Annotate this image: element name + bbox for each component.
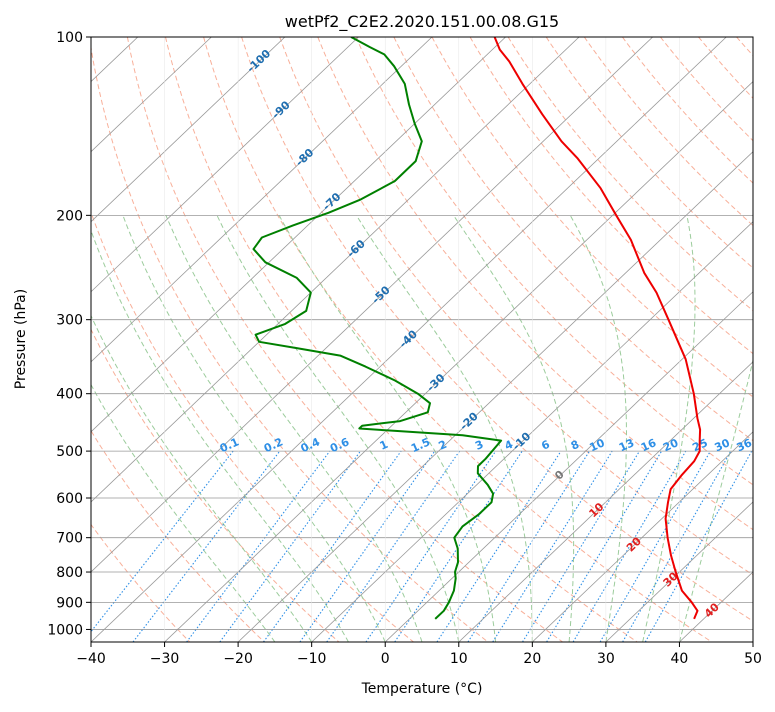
x-tick-label: −40 bbox=[76, 651, 106, 667]
mixing-ratio-label: 0.1 bbox=[218, 435, 241, 455]
background-lines bbox=[0, 37, 775, 642]
mixing-ratio-line bbox=[600, 451, 710, 642]
chart-title: wetPf2_C2E2.2020.151.00.08.G15 bbox=[285, 12, 559, 32]
mixing-ratio-label: 1.5 bbox=[409, 435, 432, 455]
isotherm-line bbox=[0, 37, 432, 642]
y-tick-label: 1000 bbox=[47, 622, 83, 638]
mixing-ratio-label: 13 bbox=[617, 436, 636, 454]
x-tick-label: 50 bbox=[744, 651, 762, 667]
y-tick-label: 800 bbox=[56, 565, 83, 581]
x-tick-label: 10 bbox=[450, 651, 468, 667]
dry-adiabat bbox=[356, 37, 775, 642]
isotherm-line bbox=[459, 37, 775, 642]
moist-adiabat bbox=[166, 215, 422, 642]
mixing-ratio-label: 1 bbox=[378, 438, 390, 453]
isotherm-line bbox=[753, 37, 775, 642]
dry-adiabat bbox=[318, 37, 775, 642]
x-tick-label: 20 bbox=[523, 651, 541, 667]
moist-adiabat bbox=[356, 215, 532, 642]
plot-frame bbox=[91, 37, 753, 642]
moist-adiabat bbox=[123, 215, 385, 642]
isotherm-line bbox=[0, 37, 506, 642]
y-tick-label: 100 bbox=[56, 30, 83, 46]
mixing-ratio-label: 3 bbox=[473, 438, 485, 453]
isotherm-line bbox=[385, 37, 775, 642]
dry-adiabat bbox=[737, 37, 775, 642]
y-axis-label: Pressure (hPa) bbox=[13, 289, 29, 389]
isotherm-line bbox=[17, 37, 652, 642]
dry-adiabat bbox=[127, 37, 562, 642]
x-tick-label: 30 bbox=[597, 651, 615, 667]
x-axis-label: Temperature (°C) bbox=[361, 681, 483, 697]
x-tick-label: 0 bbox=[381, 651, 390, 667]
mixing-ratio-label: 6 bbox=[539, 438, 552, 453]
y-tick-label: 500 bbox=[56, 444, 83, 460]
x-tick-label: −30 bbox=[150, 651, 180, 667]
mixing-ratio-label: 20 bbox=[661, 436, 681, 454]
isotherm-label: -100 bbox=[244, 47, 273, 76]
y-tick-label: 300 bbox=[56, 313, 83, 329]
mixing-ratio-line bbox=[187, 451, 330, 642]
mixing-ratio-label: 0.6 bbox=[328, 435, 351, 455]
y-tick-label: 700 bbox=[56, 531, 83, 547]
dewpoint-profile bbox=[254, 37, 502, 619]
mixing-ratio-label: 2 bbox=[437, 438, 449, 453]
moist-adiabat bbox=[679, 215, 775, 642]
isotherm-line bbox=[0, 37, 285, 642]
mixing-ratio-label: 10 bbox=[587, 436, 607, 454]
mixing-ratio-line bbox=[437, 451, 561, 642]
isotherm-line bbox=[0, 37, 211, 642]
y-tick-label: 600 bbox=[56, 491, 83, 507]
isotherm-line bbox=[532, 37, 775, 642]
dry-adiabat bbox=[13, 37, 339, 642]
moist-adiabat bbox=[570, 215, 626, 642]
dry-adiabat bbox=[0, 37, 264, 642]
dry-adiabat bbox=[242, 37, 775, 642]
mixing-ratio-label: 16 bbox=[639, 436, 659, 454]
x-tick-label: 40 bbox=[671, 651, 689, 667]
mixing-ratio-label: 0.4 bbox=[299, 435, 322, 455]
mixing-ratio-label: 0.2 bbox=[262, 435, 285, 455]
moist-adiabat bbox=[217, 215, 459, 642]
mixing-ratio-line bbox=[327, 451, 460, 642]
mixing-ratio-line bbox=[83, 451, 233, 642]
moist-adiabat bbox=[86, 215, 349, 642]
mixing-ratio-line bbox=[395, 451, 523, 642]
x-tick-label: −10 bbox=[297, 651, 327, 667]
dry-adiabat bbox=[699, 37, 775, 642]
mixing-ratio-line bbox=[523, 451, 640, 642]
mixing-ratio-label: 30 bbox=[713, 436, 733, 454]
y-tick-label: 400 bbox=[56, 387, 83, 403]
dry-adiabat bbox=[394, 37, 775, 642]
dry-adiabat bbox=[622, 37, 775, 642]
y-tick-label: 900 bbox=[56, 595, 83, 611]
isotherm-line bbox=[0, 37, 359, 642]
mixing-ratio-line bbox=[300, 451, 435, 642]
x-tick-label: −20 bbox=[223, 651, 253, 667]
isotherm-line bbox=[0, 37, 579, 642]
mixing-ratio-line bbox=[645, 451, 751, 642]
data-lines bbox=[254, 37, 701, 619]
y-tick-label: 200 bbox=[56, 208, 83, 224]
